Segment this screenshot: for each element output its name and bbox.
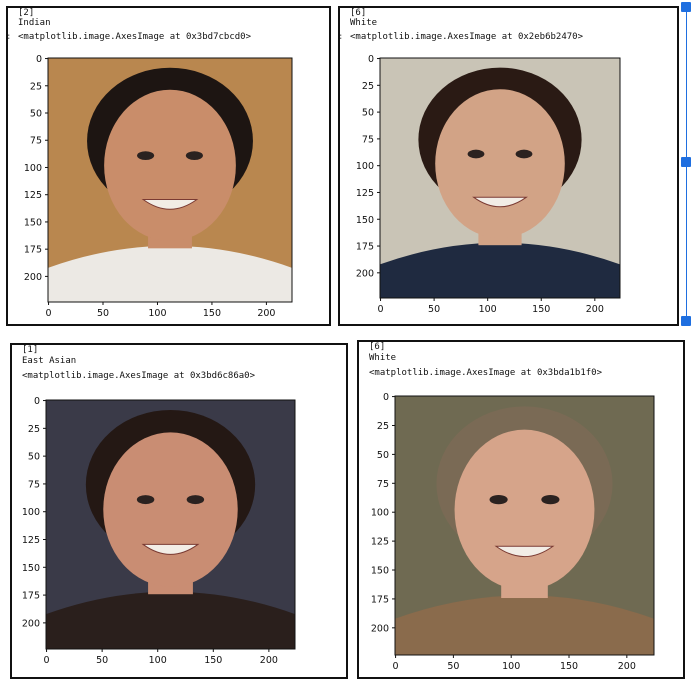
x-tick-label: 150 [560, 661, 578, 672]
y-tick-label: 150 [24, 217, 42, 228]
x-tick-label: 50 [428, 304, 440, 315]
y-tick-label: 125 [371, 537, 389, 548]
x-tick-label: 100 [479, 304, 497, 315]
y-tick-label: 100 [22, 507, 40, 518]
axes-svg: 0 25 50 75 100 125 150 175 200 0 50 100 150 200 [22, 396, 296, 666]
axes-svg: 0 25 50 75 100 125 150 175 200 0 50 100 150 200 [356, 54, 621, 315]
y-tick-label: 50 [28, 452, 40, 463]
y-tick-label: 0 [36, 54, 42, 65]
scroll-handle-middle[interactable] [681, 157, 691, 167]
y-tick-label: 175 [22, 591, 40, 602]
image-axes: 0 25 50 75 100 125 150 175 200 0 50 100 150 200 [8, 48, 333, 328]
y-tick-label: 75 [362, 134, 374, 145]
axes-image-repr: <matplotlib.image.AxesImage at 0x3bda1b1… [369, 368, 602, 378]
y-tick-label: 50 [30, 109, 42, 120]
y-tick-label: 0 [34, 396, 40, 407]
x-tick-label: 0 [378, 304, 384, 315]
prediction-label: Indian [18, 18, 51, 28]
y-tick-label: 25 [362, 81, 374, 92]
cell-prompt: : [6, 32, 12, 42]
x-tick-label: 150 [532, 304, 550, 315]
output-cell-1: [2] Indian : <matplotlib.image.AxesImage… [6, 6, 331, 326]
y-tick-label: 75 [30, 136, 42, 147]
y-tick-label: 0 [383, 392, 389, 403]
y-tick-label: 100 [371, 508, 389, 519]
prediction-label: White [350, 18, 378, 28]
y-tick-label: 100 [24, 163, 42, 174]
image-axes: 0 25 50 75 100 125 150 175 200 0 50 100 150 200 [12, 390, 350, 680]
x-tick-label: 0 [393, 661, 399, 672]
x-tick-label: 200 [618, 661, 636, 672]
y-tick-label: 150 [356, 215, 374, 226]
y-tick-label: 200 [22, 618, 40, 629]
output-cell-3: [1] East Asian <matplotlib.image.AxesIma… [10, 343, 348, 679]
x-tick-label: 50 [97, 308, 109, 319]
image-axes: 0 25 50 75 100 125 150 175 200 0 50 100 150 200 [340, 48, 681, 328]
x-tick-label: 0 [46, 308, 52, 319]
axes-image-repr: <matplotlib.image.AxesImage at 0x3bd6c86… [22, 371, 255, 381]
y-tick-label: 75 [28, 479, 40, 490]
x-tick-label: 100 [502, 661, 520, 672]
x-tick-label: 0 [44, 655, 50, 666]
portrait-image [46, 400, 295, 649]
y-tick-label: 125 [24, 190, 42, 201]
y-tick-label: 175 [371, 594, 389, 605]
portrait-image [48, 58, 292, 302]
x-tick-label: 150 [203, 308, 221, 319]
y-tick-label: 200 [356, 268, 374, 279]
cell-index: [6] [350, 8, 367, 18]
x-tick-label: 200 [260, 655, 278, 666]
portrait-image [380, 58, 620, 298]
scroll-handle-bottom[interactable] [681, 316, 691, 326]
vertical-scrollbar[interactable] [681, 0, 692, 330]
y-tick-label: 50 [362, 108, 374, 119]
prediction-label: White [369, 353, 397, 363]
cell-index: [6] [369, 342, 386, 352]
y-tick-label: 50 [377, 450, 389, 461]
y-tick-label: 200 [24, 272, 42, 283]
y-tick-label: 125 [356, 188, 374, 199]
y-tick-label: 175 [356, 242, 374, 253]
x-tick-label: 100 [149, 655, 167, 666]
axes-svg: 0 25 50 75 100 125 150 175 200 0 50 100 150 200 [371, 392, 655, 672]
prediction-label: East Asian [22, 356, 77, 366]
y-tick-label: 25 [28, 424, 40, 435]
y-tick-label: 100 [356, 161, 374, 172]
x-tick-label: 150 [204, 655, 222, 666]
output-cell-4: [6] White <matplotlib.image.AxesImage at… [357, 340, 685, 679]
scroll-handle-top[interactable] [681, 2, 691, 12]
x-tick-label: 200 [586, 304, 604, 315]
portrait-image [395, 396, 654, 655]
cell-index: [2] [18, 8, 35, 18]
y-tick-label: 125 [22, 535, 40, 546]
x-tick-label: 50 [96, 655, 108, 666]
axes-image-repr: <matplotlib.image.AxesImage at 0x3bd7cbc… [18, 32, 251, 42]
y-tick-label: 150 [22, 563, 40, 574]
cell-index: [1] [22, 345, 39, 355]
output-cell-2: [6] White : <matplotlib.image.AxesImage … [338, 6, 679, 326]
x-tick-label: 50 [447, 661, 459, 672]
y-tick-label: 0 [368, 54, 374, 65]
cell-prompt: : [338, 32, 344, 42]
y-tick-label: 150 [371, 566, 389, 577]
y-tick-label: 25 [377, 421, 389, 432]
y-tick-label: 175 [24, 245, 42, 256]
y-tick-label: 25 [30, 81, 42, 92]
y-tick-label: 75 [377, 479, 389, 490]
axes-svg: 0 25 50 75 100 125 150 175 200 0 50 100 150 200 [24, 54, 293, 319]
axes-image-repr: <matplotlib.image.AxesImage at 0x2eb6b24… [350, 32, 583, 42]
x-tick-label: 100 [148, 308, 166, 319]
y-tick-label: 200 [371, 623, 389, 634]
image-axes: 0 25 50 75 100 125 150 175 200 0 50 100 150 200 [359, 386, 687, 681]
x-tick-label: 200 [257, 308, 275, 319]
